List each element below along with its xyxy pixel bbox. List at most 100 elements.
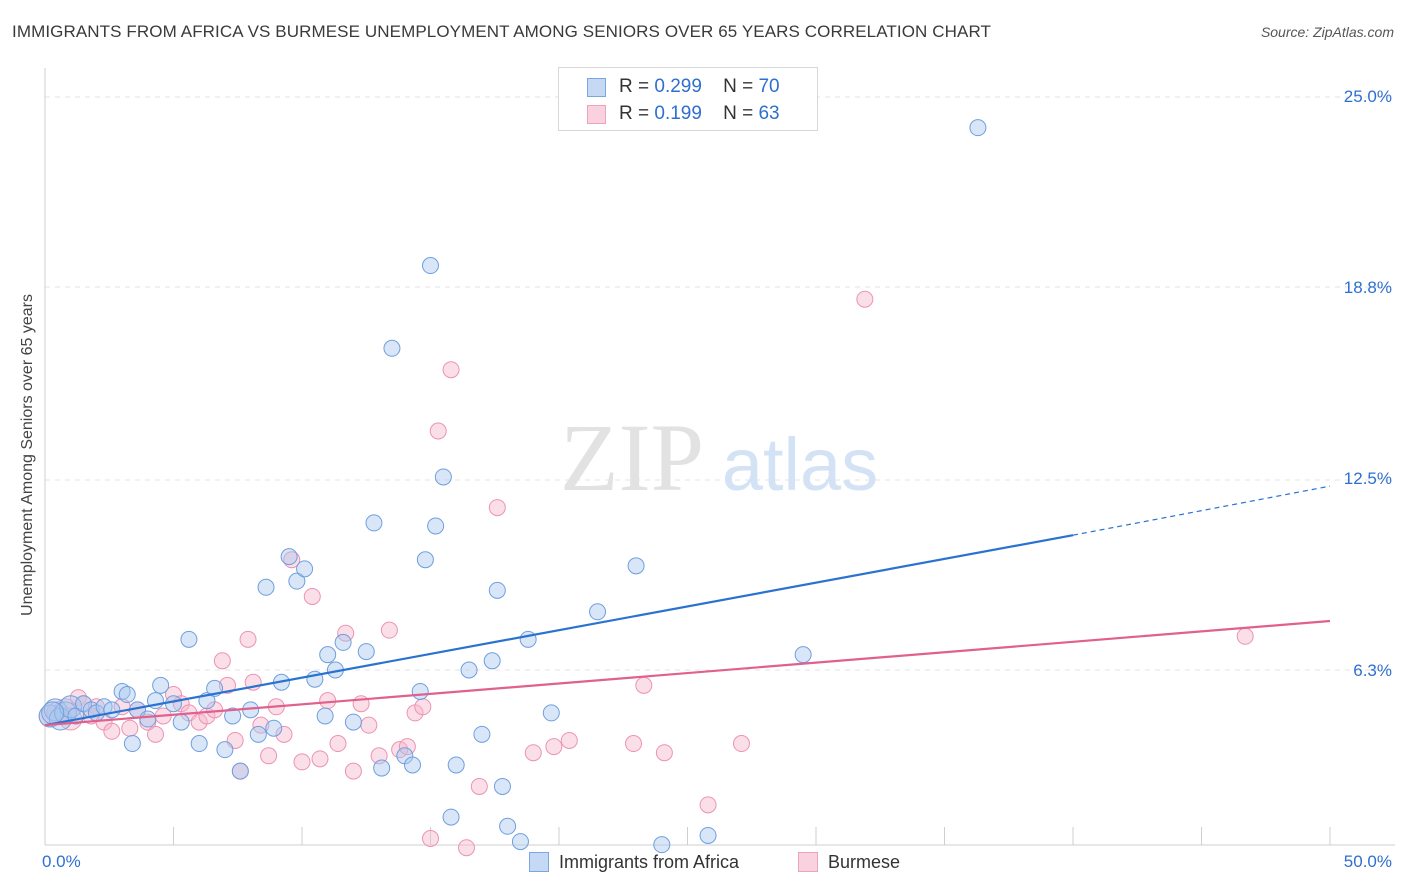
burmese-point: [380, 621, 398, 639]
burmese-point: [329, 735, 347, 753]
africa-point: [427, 517, 445, 535]
africa-point: [447, 756, 465, 774]
africa-point: [416, 551, 434, 569]
burmese-trend-line: [44, 619, 1331, 727]
legend-r-label: R =: [619, 76, 650, 97]
burmese-point: [344, 762, 362, 780]
africa-point: [488, 581, 506, 599]
series-name-burmese: Burmese: [828, 852, 901, 872]
y-tick-label: 25.0%: [1343, 87, 1392, 106]
africa-point: [483, 652, 501, 670]
burmese-point: [560, 731, 578, 749]
africa-point: [627, 557, 645, 575]
chart-title: IMMIGRANTS FROM AFRICA VS BURMESE UNEMPL…: [12, 22, 991, 41]
burmese-point: [239, 630, 257, 648]
africa-point: [383, 339, 401, 357]
y-axis-title: Unemployment Among Seniors over 65 years: [19, 294, 36, 616]
africa-point: [373, 759, 391, 777]
burmese-point: [147, 725, 165, 743]
africa-point: [288, 572, 306, 590]
series-name-africa: Immigrants from Africa: [559, 852, 740, 872]
africa-point: [542, 704, 560, 722]
series-legend-africa: Immigrants from Africa: [529, 852, 739, 873]
burmese-point: [635, 676, 653, 694]
burmese-point: [1236, 627, 1254, 645]
legend-swatch-blue: [587, 78, 606, 97]
africa-point: [589, 603, 607, 621]
africa-point: [280, 548, 298, 566]
africa-point: [152, 676, 170, 694]
africa-point: [123, 735, 141, 753]
burmese-point: [218, 676, 236, 694]
africa-point: [334, 633, 352, 651]
legend-n-value: 70: [758, 76, 780, 97]
africa-point: [216, 741, 234, 759]
x-max-label: 50.0%: [1343, 852, 1392, 871]
africa-points: [38, 119, 987, 854]
source-credit: Source: ZipAtlas.com: [1260, 24, 1394, 40]
africa-point: [473, 725, 491, 743]
burmese-point: [360, 716, 378, 734]
africa-point: [118, 686, 136, 704]
legend-n-label: N =: [723, 103, 754, 124]
watermark-zip: ZIP: [560, 404, 704, 511]
burmese-point: [303, 587, 321, 605]
legend-swatch-pink: [798, 852, 818, 872]
africa-point: [82, 701, 100, 719]
burmese-point: [275, 725, 293, 743]
burmese-point: [732, 735, 750, 753]
africa-point: [460, 661, 478, 679]
africa-point: [422, 257, 439, 275]
burmese-point: [121, 719, 139, 737]
africa-point: [113, 682, 131, 700]
africa-point: [41, 701, 65, 725]
africa-point: [794, 646, 812, 664]
africa-trend-extension: [1072, 485, 1331, 536]
africa-point: [265, 719, 283, 737]
africa-point: [172, 713, 190, 731]
legend-n-label: N =: [723, 76, 754, 97]
burmese-point: [422, 830, 439, 848]
burmese-point: [213, 652, 231, 670]
africa-point: [180, 630, 198, 648]
africa-point: [319, 646, 337, 664]
legend-swatch-pink: [587, 105, 606, 124]
africa-point: [139, 710, 157, 728]
africa-point: [231, 762, 249, 780]
africa-point: [316, 707, 334, 725]
series-legend-burmese: Burmese: [798, 852, 900, 873]
africa-point: [224, 707, 242, 725]
burmese-point: [470, 777, 488, 795]
burmese-point: [524, 744, 542, 762]
africa-point: [434, 468, 452, 486]
x-min-label: 0.0%: [42, 852, 81, 871]
africa-point: [699, 826, 717, 844]
burmese-point: [260, 747, 278, 765]
legend-n-value: 63: [758, 103, 780, 124]
africa-point: [499, 817, 517, 835]
burmese-point: [103, 722, 121, 740]
africa-point: [344, 713, 362, 731]
africa-point: [969, 119, 987, 137]
axes: [44, 68, 1395, 846]
y-tick-label: 6.3%: [1353, 661, 1392, 680]
burmese-point: [655, 744, 673, 762]
watermark: ZIP atlas: [560, 404, 878, 511]
burmese-point: [414, 698, 432, 716]
y-tick-label: 12.5%: [1343, 469, 1392, 488]
africa-point: [296, 560, 314, 578]
burmese-point: [319, 692, 337, 710]
watermark-atlas: atlas: [722, 423, 878, 506]
burmese-points: [38, 290, 1254, 857]
africa-point: [511, 833, 529, 851]
africa-point: [165, 695, 182, 713]
burmese-point: [488, 499, 506, 517]
burmese-point: [457, 839, 475, 857]
africa-point: [103, 701, 121, 719]
africa-trend-line: [44, 534, 1074, 727]
africa-point: [442, 808, 460, 826]
africa-point: [653, 836, 671, 854]
burmese-point: [283, 551, 301, 569]
burmese-point: [293, 753, 311, 771]
